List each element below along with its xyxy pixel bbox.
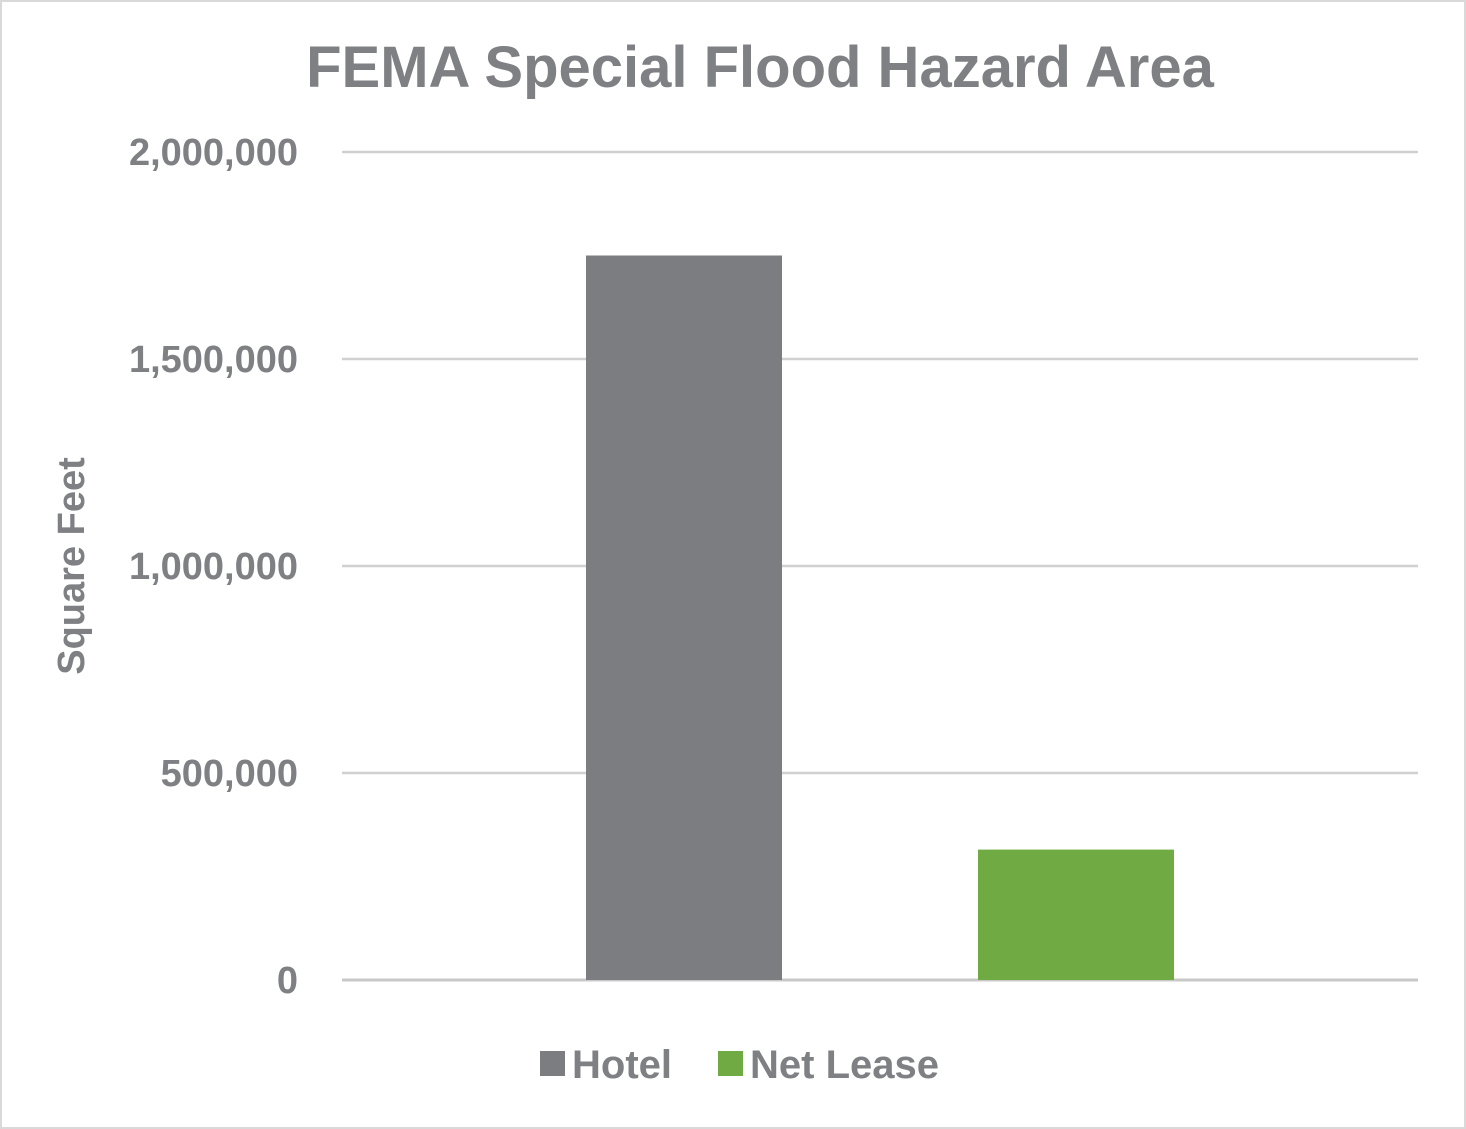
y-tick-label: 1,000,000 [129,546,298,588]
y-tick-label: 1,500,000 [129,339,298,381]
y-tick-label: 2,000,000 [129,132,298,174]
legend-label-hotel: Hotel [572,1043,672,1087]
y-tick-label: 500,000 [161,753,298,795]
gridlines [342,150,1418,982]
legend: Hotel Net Lease [540,1043,939,1087]
legend-swatch-net-lease [718,1051,743,1076]
y-axis-ticks: 0 500,000 1,000,000 1,500,000 2,000,000 [129,132,298,1002]
y-tick-label: 0 [277,960,298,1002]
legend-swatch-hotel [540,1051,565,1076]
bar-hotel [586,255,782,980]
bar-net-lease [978,849,1174,980]
bars [586,255,1174,980]
y-axis-label: Square Feet [51,457,93,675]
chart-title: FEMA Special Flood Hazard Area [306,35,1215,100]
legend-label-net-lease: Net Lease [750,1043,939,1087]
